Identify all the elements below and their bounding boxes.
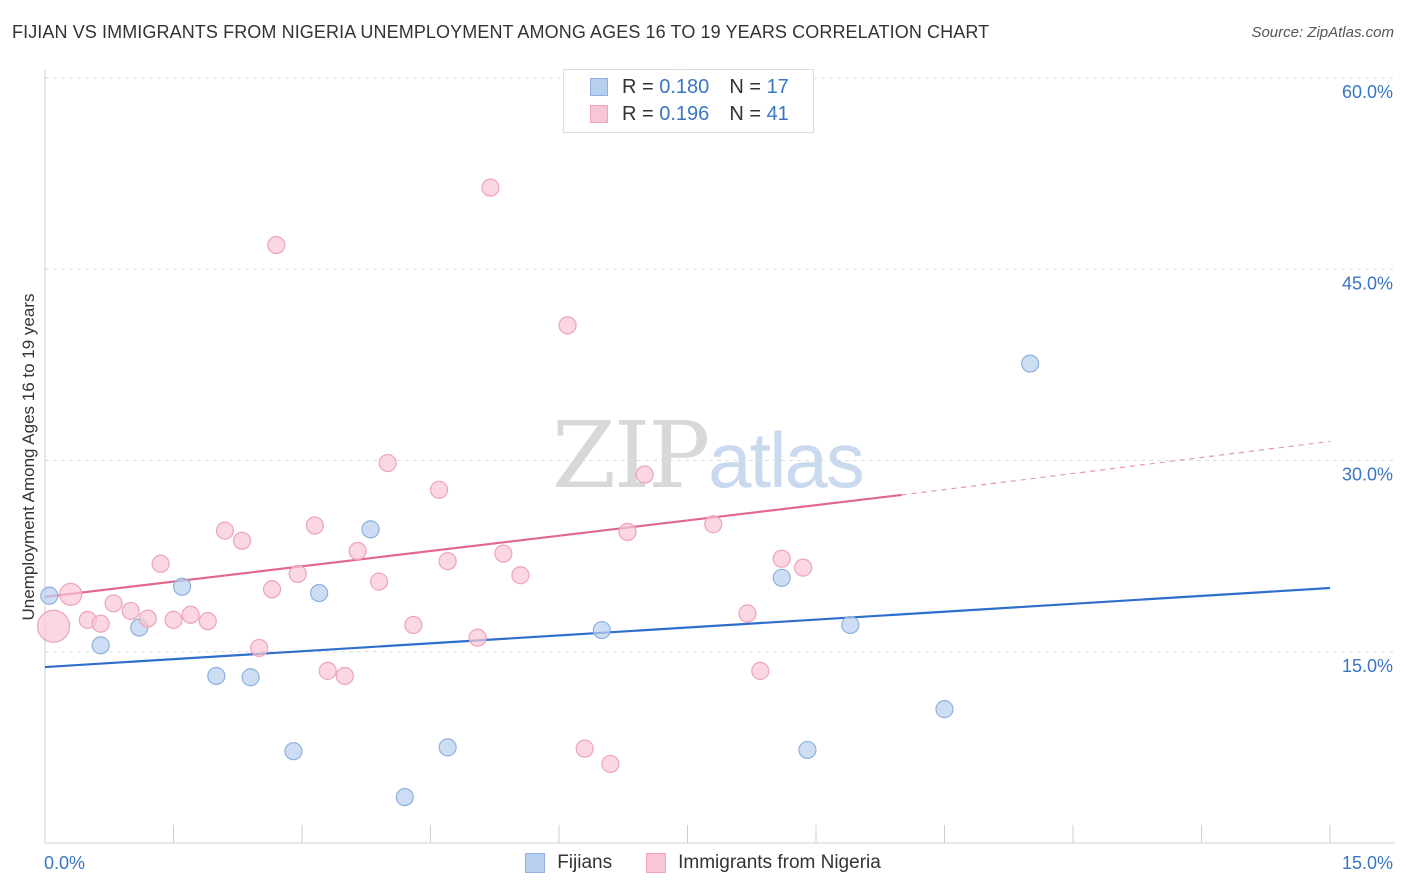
series-legend: Fijians Immigrants from Nigeria — [0, 852, 1406, 874]
nigeria-point — [262, 580, 282, 599]
nigeria-point — [91, 614, 110, 633]
x-tick-label: 0.0% — [44, 853, 85, 873]
fijians-point — [1021, 354, 1040, 373]
y-tick-label: 30.0% — [1342, 465, 1393, 485]
n-label: N = — [729, 102, 761, 125]
fijians-point — [207, 666, 226, 686]
tick-labels: 15.0% 30.0% 45.0% 60.0% 0.0% 15.0% — [44, 82, 1393, 873]
nigeria-point — [738, 604, 757, 623]
nigeria-swatch — [590, 105, 608, 123]
nigeria-point — [704, 515, 723, 534]
nigeria-point — [318, 661, 337, 680]
legend-row-nigeria: R = 0.196 N = 41 — [590, 102, 789, 126]
r-value: 0.196 — [659, 102, 710, 125]
data-points — [36, 68, 1040, 807]
nigeria-point — [794, 558, 813, 577]
r-label: R = — [622, 102, 654, 125]
fijians-point — [395, 787, 414, 807]
nigeria-point — [181, 605, 200, 624]
nigeria-point — [438, 552, 457, 571]
nigeria-point — [751, 661, 770, 680]
nigeria-point — [635, 465, 654, 484]
nigeria-point — [232, 531, 252, 550]
nigeria-point — [511, 566, 530, 585]
fijians-point — [241, 668, 260, 687]
fijians-point — [91, 636, 110, 655]
nigeria-point — [215, 521, 234, 540]
nigeria-point — [250, 638, 269, 658]
nigeria-point — [335, 666, 354, 686]
fijians-point — [310, 583, 329, 603]
source-credit: Source: ZipAtlas.com — [1251, 24, 1394, 41]
fijians-trend-line — [44, 586, 1331, 669]
y-tick-label: 60.0% — [1342, 82, 1393, 102]
y-tick-label: 15.0% — [1342, 656, 1393, 676]
fijians-swatch — [525, 853, 546, 873]
nigeria-point — [601, 754, 620, 774]
fijians-swatch — [590, 78, 608, 96]
legend-label-fijians: Fijians — [557, 852, 613, 873]
fijians-point — [438, 738, 457, 757]
nigeria-point — [59, 582, 83, 606]
nigeria-point — [772, 549, 791, 568]
nigeria-point — [404, 615, 423, 635]
fijians-point — [798, 740, 817, 760]
nigeria-point — [164, 610, 183, 629]
nigeria-point — [494, 544, 513, 563]
fijians-point — [284, 742, 303, 761]
fijians-point — [592, 620, 611, 640]
nigeria-point — [288, 564, 307, 584]
legend-label-nigeria: Immigrants from Nigeria — [678, 852, 881, 873]
fijians-point — [361, 520, 380, 539]
nigeria-trend-line — [44, 493, 902, 599]
nigeria-point — [121, 601, 140, 621]
nigeria-point — [138, 609, 157, 628]
fijians-point — [935, 700, 954, 719]
r-value: 0.180 — [659, 75, 710, 98]
nigeria-point — [370, 572, 389, 591]
nigeria-point — [468, 628, 487, 647]
nigeria-point — [378, 453, 397, 473]
fijians-point — [40, 586, 59, 605]
fijians-point — [172, 577, 192, 596]
n-value: 41 — [766, 102, 789, 125]
nigeria-point — [558, 316, 577, 335]
nigeria-swatch — [646, 853, 667, 873]
legend-item-nigeria[interactable]: Immigrants from Nigeria — [646, 852, 881, 874]
n-label: N = — [729, 75, 761, 98]
legend-row-fijians: R = 0.180 N = 17 — [590, 75, 789, 99]
trend-lines — [44, 440, 1331, 669]
legend-item-fijians[interactable]: Fijians — [525, 852, 612, 874]
correlation-legend: R = 0.180 N = 17 R = 0.196 N = 41 — [563, 69, 814, 133]
nigeria-point — [104, 594, 123, 613]
nigeria-trend-extrapolation — [901, 440, 1331, 496]
n-value: 17 — [766, 75, 789, 98]
axes — [44, 70, 1395, 844]
fijians-point — [772, 568, 791, 587]
nigeria-point — [429, 480, 449, 499]
chart-title: FIJIAN VS IMMIGRANTS FROM NIGERIA UNEMPL… — [12, 22, 990, 42]
y-axis-label: Unemployment Among Ages 16 to 19 years — [19, 294, 38, 621]
nigeria-point — [618, 522, 637, 542]
nigeria-point — [267, 235, 286, 255]
nigeria-point — [348, 541, 367, 561]
nigeria-point — [198, 612, 217, 631]
nigeria-point — [481, 178, 500, 197]
nigeria-point — [36, 609, 71, 643]
gridlines — [45, 77, 1395, 653]
nigeria-point — [305, 516, 324, 535]
r-label: R = — [622, 75, 654, 98]
y-tick-label: 45.0% — [1342, 273, 1393, 293]
x-tick-label: 15.0% — [1342, 853, 1393, 873]
fijians-point — [841, 615, 860, 635]
watermark-zip: ZIP — [552, 402, 710, 509]
nigeria-point — [151, 554, 170, 573]
nigeria-point — [575, 739, 594, 758]
